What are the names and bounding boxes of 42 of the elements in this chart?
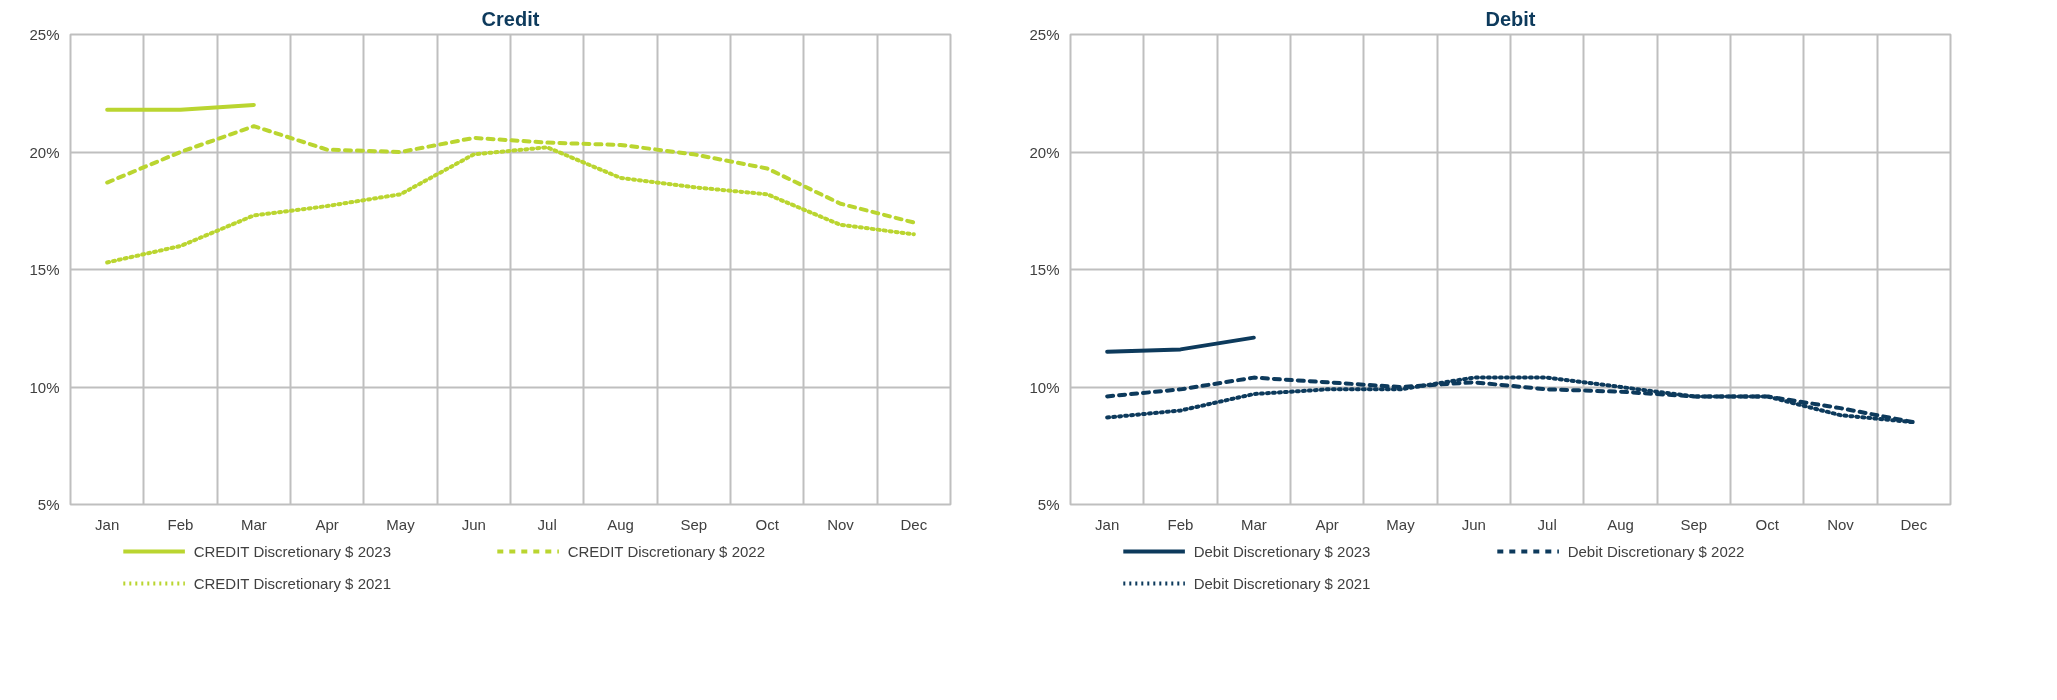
x-tick-label: Mar (240, 515, 267, 533)
y-tick-label: 25% (1029, 26, 1060, 43)
x-tick-label: Jun (1461, 515, 1486, 533)
x-tick-label: Jul (1537, 515, 1557, 533)
y-tick-label: 15% (29, 261, 60, 278)
x-tick-label: Oct (755, 515, 780, 533)
chart-title: Debit (1485, 7, 1536, 30)
y-tick-label: 20% (1029, 143, 1060, 161)
legend-label: Debit Discretionary $ 2022 (1567, 543, 1745, 560)
legend-label: CREDIT Discretionary $ 2022 (567, 543, 766, 560)
x-tick-label: Jun (461, 515, 486, 533)
x-tick-label: May (1386, 515, 1416, 533)
x-tick-label: Jul (537, 515, 557, 533)
legend-label: CREDIT Discretionary $ 2023 (193, 543, 392, 560)
x-tick-label: Jan (1095, 515, 1120, 533)
x-tick-label: Oct (1755, 515, 1780, 533)
x-tick-label: Sep (680, 515, 708, 533)
chart-title: Credit (481, 7, 540, 30)
x-tick-label: Jan (95, 515, 120, 533)
legend-label: Debit Discretionary $ 2021 (1193, 575, 1371, 592)
x-tick-label: Dec (900, 515, 928, 533)
x-tick-label: Aug (1607, 515, 1634, 533)
x-tick-label: Apr (315, 515, 339, 533)
y-tick-label: 5% (37, 496, 60, 513)
x-tick-label: Dec (1900, 515, 1928, 533)
x-tick-label: Apr (1315, 515, 1339, 533)
x-tick-label: Sep (1680, 515, 1708, 533)
x-tick-label: May (386, 515, 416, 533)
x-tick-label: Feb (1167, 515, 1194, 533)
y-tick-label: 15% (1029, 261, 1060, 278)
x-tick-label: Aug (607, 515, 634, 533)
x-tick-label: Mar (1240, 515, 1267, 533)
x-tick-label: Nov (827, 515, 855, 533)
legend-label: CREDIT Discretionary $ 2021 (193, 575, 392, 592)
y-tick-label: 10% (29, 378, 60, 396)
y-tick-label: 10% (1029, 378, 1060, 396)
legend-label: Debit Discretionary $ 2023 (1193, 543, 1371, 560)
y-tick-label: 20% (29, 143, 60, 161)
x-tick-label: Nov (1827, 515, 1855, 533)
x-tick-label: Feb (167, 515, 194, 533)
y-tick-label: 25% (29, 26, 60, 43)
y-tick-label: 5% (1037, 496, 1060, 513)
